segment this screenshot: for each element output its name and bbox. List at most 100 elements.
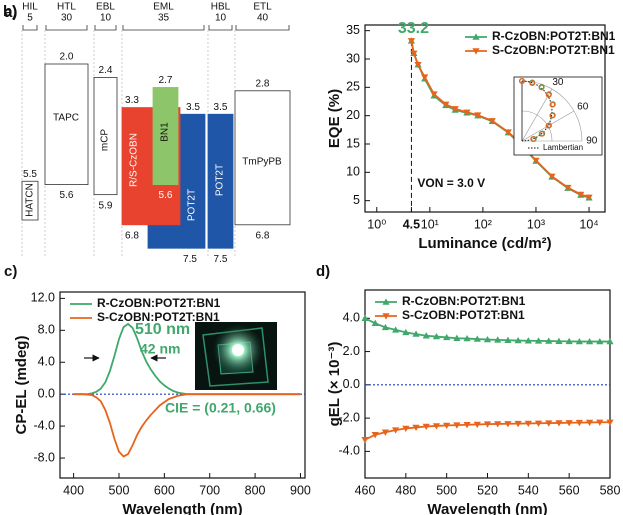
inset-point xyxy=(529,80,536,87)
layer-thickness: 10 xyxy=(100,13,112,24)
y-axis-label: EQE (%) xyxy=(326,89,343,148)
data-point xyxy=(412,424,420,432)
data-point xyxy=(596,337,604,345)
y-tick-label: 2.0 xyxy=(343,344,360,358)
data-point xyxy=(463,334,471,342)
lumo-label: 2.8 xyxy=(256,78,270,89)
lumo-label: 3.5 xyxy=(214,102,228,113)
data-point xyxy=(504,421,512,428)
inset-point xyxy=(549,112,556,119)
data-point xyxy=(402,328,410,336)
panel-label: b) xyxy=(3,3,17,20)
layer-name: HBL xyxy=(211,2,231,13)
energy-level-box xyxy=(44,63,89,185)
data-point xyxy=(545,420,553,427)
plot-frame xyxy=(364,24,606,213)
data-point xyxy=(361,437,369,444)
x-tick-label: 10⁴ xyxy=(579,217,598,231)
panel-label: a) xyxy=(4,4,17,21)
series-line xyxy=(73,393,301,458)
energy-level-box xyxy=(207,113,234,249)
data-point xyxy=(453,422,461,429)
material-name: BN1 xyxy=(160,122,171,142)
data-point xyxy=(407,38,416,45)
data-point xyxy=(606,337,614,345)
data-point xyxy=(412,330,420,337)
polar-tick-label: 60 xyxy=(577,102,589,113)
y-tick-label: -2.0 xyxy=(338,410,360,424)
y-tick-label: 8.0 xyxy=(38,323,55,337)
data-point xyxy=(422,332,430,339)
lumo-label: 3.5 xyxy=(186,102,200,113)
material-name: HATCN xyxy=(25,183,36,217)
layer-bracket xyxy=(208,25,233,31)
homo-label: 7.5 xyxy=(214,254,228,265)
data-point xyxy=(545,337,553,344)
data-point xyxy=(504,129,512,136)
data-point xyxy=(575,419,583,427)
legend-label: S-CzOBN:POT2T:BN1 xyxy=(492,43,615,57)
lumo-label: 5.5 xyxy=(23,169,37,180)
x-tick-label: 600 xyxy=(154,483,175,497)
layer-name: HIL xyxy=(22,2,38,13)
x-tick-label: 480 xyxy=(395,483,416,497)
data-point xyxy=(410,50,418,57)
homo-label: 7.5 xyxy=(183,254,197,265)
y-tick-label: 4.0 xyxy=(343,311,360,325)
lambertian-curve xyxy=(521,80,553,142)
x-tick-label: 4.5 xyxy=(403,217,420,231)
data-point xyxy=(524,337,532,344)
x-tick-label: 900 xyxy=(290,483,311,497)
material-name: TAPC xyxy=(53,113,79,124)
data-point xyxy=(381,323,390,331)
homo-label: 5.9 xyxy=(99,200,113,211)
layer-bracket xyxy=(94,25,117,31)
inset-point xyxy=(545,122,552,129)
y-tick-label: 10 xyxy=(346,165,360,179)
inset-point xyxy=(549,101,556,108)
material-name: TmPyPB xyxy=(242,157,282,168)
material-name: mCP xyxy=(100,129,111,152)
layer-bracket xyxy=(45,25,88,31)
layer-bracket xyxy=(122,25,205,31)
point-label: 33.2 xyxy=(398,20,429,37)
data-point xyxy=(453,334,461,341)
data-point xyxy=(585,419,594,427)
y-tick-label: -4.0 xyxy=(33,418,55,432)
y-tick-label: 15 xyxy=(346,136,360,150)
x-axis-label: Luminance (cd/m²) xyxy=(418,235,551,252)
data-point xyxy=(596,419,604,426)
y-tick-label: 0.0 xyxy=(38,386,55,400)
legend-marker xyxy=(382,298,390,305)
device-photo xyxy=(195,322,277,390)
annotation: CIE = (0.21, 0.66) xyxy=(165,400,276,416)
y-tick-label: 35 xyxy=(346,23,360,37)
panel-label: c) xyxy=(4,263,17,280)
data-point xyxy=(575,337,583,345)
data-point xyxy=(585,337,594,345)
layer-name: HTL xyxy=(57,2,76,13)
data-point xyxy=(361,314,369,321)
data-point xyxy=(577,191,585,199)
legend-label: R-CzOBN:POT2T:BN1 xyxy=(492,29,616,43)
data-point xyxy=(555,337,563,344)
polar-spoke xyxy=(521,88,553,142)
lumo-label: 2.4 xyxy=(99,65,113,76)
x-tick-label: 560 xyxy=(559,483,580,497)
y-tick-label: 12.0 xyxy=(31,291,55,305)
data-point xyxy=(514,336,522,344)
inset-point xyxy=(530,136,537,142)
lumo-label: 2.0 xyxy=(60,52,74,63)
y-tick-label: -8.0 xyxy=(33,450,55,464)
y-axis-label: gEL (× 10⁻³) xyxy=(326,342,343,427)
x-tick-label: 400 xyxy=(63,483,84,497)
data-point xyxy=(422,423,430,431)
layer-thickness: 10 xyxy=(215,13,227,24)
data-point xyxy=(463,422,471,429)
legend-marker xyxy=(472,33,480,40)
data-point xyxy=(414,61,422,69)
x-tick-label: 460 xyxy=(355,483,376,497)
layer-bracket xyxy=(235,25,290,31)
data-point xyxy=(402,425,410,433)
layer-name: EBL xyxy=(96,2,115,13)
